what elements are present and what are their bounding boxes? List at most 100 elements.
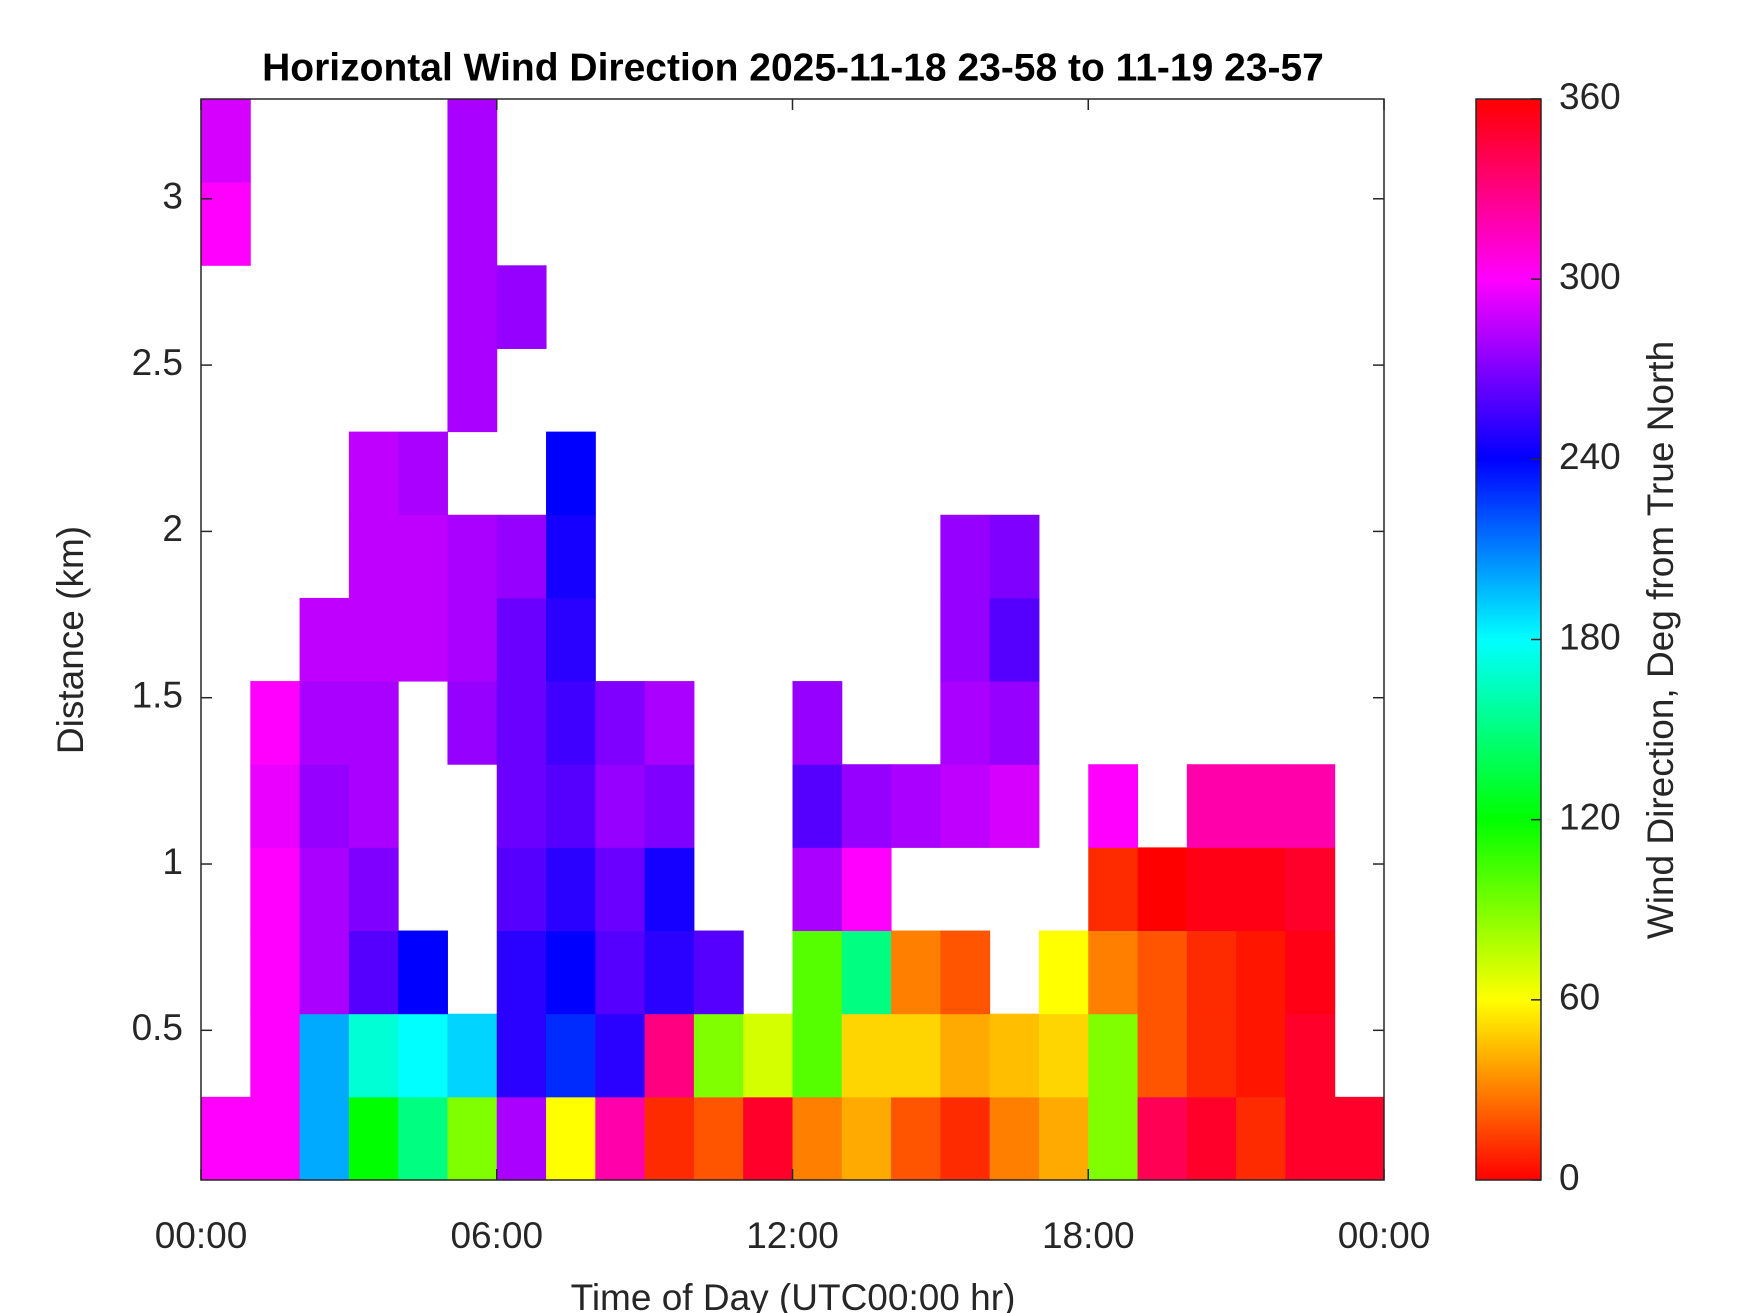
heatmap-cell (398, 1096, 448, 1181)
heatmap-cell (496, 1013, 547, 1098)
heatmap-cell (1236, 847, 1286, 932)
x-axis-label: Time of Day (UTC00:00 hr) (571, 1277, 1016, 1313)
heatmap-cell (595, 930, 646, 1015)
heatmap-cell (644, 1013, 695, 1098)
y-tick-label: 1.5 (132, 674, 183, 715)
heatmap-cell (644, 1096, 695, 1181)
heatmap-cell (743, 1096, 793, 1181)
x-tick-label: 06:00 (450, 1215, 543, 1256)
heatmap-cell (1137, 847, 1188, 932)
heatmap-cell (644, 847, 695, 932)
colorbar-tick-label: 360 (1559, 76, 1621, 117)
heatmap-cell (792, 930, 843, 1015)
heatmap-cell (595, 1013, 646, 1098)
heatmap-cell (546, 1013, 596, 1098)
heatmap-cell (595, 847, 646, 932)
heatmap-cell (299, 930, 350, 1015)
colorbar-tick-label: 240 (1559, 436, 1621, 477)
heatmap-cell (299, 597, 350, 682)
colorbar-tick-label: 60 (1559, 977, 1600, 1018)
heatmap-cell (348, 1013, 399, 1098)
heatmap-cell (989, 1013, 1040, 1098)
heatmap-cell (1186, 1096, 1237, 1181)
heatmap-cell (841, 1013, 892, 1098)
heatmap-cell (348, 597, 399, 682)
x-tick-label: 00:00 (1338, 1215, 1431, 1256)
heatmap-cell (447, 514, 498, 599)
heatmap-cell (496, 597, 547, 682)
y-tick-label: 1 (162, 841, 183, 882)
heatmap-cell (1088, 930, 1139, 1015)
heatmap-cell (1088, 1013, 1139, 1098)
heatmap-cell (891, 930, 941, 1015)
heatmap-cell (1186, 930, 1237, 1015)
heatmap-cell (250, 681, 301, 765)
heatmap-cell (299, 681, 350, 765)
heatmap-cell (693, 1013, 744, 1098)
heatmap-cell (940, 764, 991, 848)
heatmap-cell (1137, 1013, 1188, 1098)
heatmap-cell (348, 681, 399, 765)
heatmap-cell (595, 764, 646, 848)
heatmap-cell (595, 681, 646, 765)
heatmap-cell (496, 764, 547, 848)
heatmap-cell (989, 681, 1040, 765)
heatmap-cell (1186, 847, 1237, 932)
heatmap-cell (743, 1013, 793, 1098)
axes (200, 98, 1385, 1181)
heatmap-cell (201, 182, 251, 266)
heatmap-cell (201, 99, 251, 183)
heatmap-cell (201, 1096, 251, 1181)
heatmap-cell (940, 514, 991, 599)
y-tick-label: 2 (162, 508, 183, 549)
heatmap-cell (940, 930, 991, 1015)
heatmap-cell (546, 597, 596, 682)
heatmap-cell (496, 1096, 547, 1181)
heatmap-cell (1285, 764, 1336, 848)
heatmap-cell (1088, 1096, 1139, 1181)
heatmap-cell (989, 514, 1040, 599)
heatmap-cell (989, 764, 1040, 848)
heatmap-cell (447, 1013, 498, 1098)
heatmap-cell (447, 182, 498, 266)
heatmap-cell (989, 597, 1040, 682)
heatmap-cell (299, 1096, 350, 1181)
heatmap-cell (841, 930, 892, 1015)
heatmap-cell (546, 514, 596, 599)
x-tick-label: 18:00 (1042, 1215, 1135, 1256)
heatmap-cell (792, 1013, 843, 1098)
heatmap-cell (940, 681, 991, 765)
heatmap-cell (940, 597, 991, 682)
heatmap-cell (891, 1096, 941, 1181)
heatmap-cell (299, 847, 350, 932)
heatmap-cell (348, 930, 399, 1015)
heatmap-cell (447, 1096, 498, 1181)
colorbar-tick-label: 180 (1559, 616, 1621, 657)
heatmap-cell (891, 764, 941, 848)
y-tick-label: 3 (162, 176, 183, 217)
colorbar (1475, 98, 1542, 1181)
heatmap-cell (644, 930, 695, 1015)
heatmap-cell (348, 431, 399, 516)
heatmap-cell (299, 1013, 350, 1098)
heatmap-cell (792, 764, 843, 848)
heatmap-cell (496, 847, 547, 932)
heatmap-cell (792, 847, 843, 932)
heatmap-cell (1236, 764, 1286, 848)
chart-title: Horizontal Wind Direction 2025-11-18 23-… (262, 46, 1324, 89)
heatmap-cell (348, 514, 399, 599)
x-tick-label: 00:00 (155, 1215, 248, 1256)
heatmap-cell (841, 847, 892, 932)
x-tick-label: 12:00 (746, 1215, 839, 1256)
heatmap-cell (447, 597, 498, 682)
heatmap-cell (644, 764, 695, 848)
heatmap-cell (1334, 1096, 1385, 1181)
heatmap-cell (1038, 1013, 1089, 1098)
heatmap-cell (1186, 1013, 1237, 1098)
heatmap-cell (496, 930, 547, 1015)
heatmap-cell (1285, 1096, 1336, 1181)
colorbar-tick-label: 120 (1559, 796, 1621, 837)
heatmap-cell (398, 431, 448, 516)
heatmap-cell (546, 764, 596, 848)
